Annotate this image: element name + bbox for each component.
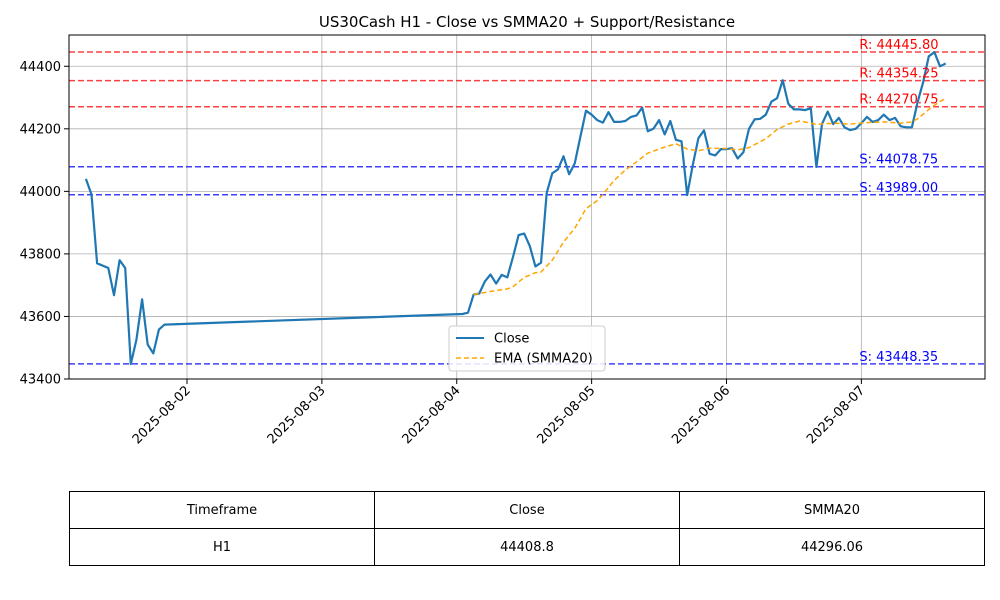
- x-tick-label: 2025-08-03: [265, 383, 329, 447]
- table-header-row: Timeframe Close SMMA20: [69, 491, 985, 529]
- support-resistance-lines: [69, 51, 985, 365]
- legend-ema-label: EMA (SMMA20): [494, 352, 593, 367]
- close-series-line: [84, 51, 947, 366]
- table-cell: 44296.06: [679, 528, 985, 566]
- series: [84, 51, 947, 366]
- support-label: S: 44078.75: [859, 153, 938, 168]
- legend: Close EMA (SMMA20): [448, 325, 606, 372]
- plot-frame: [68, 34, 986, 380]
- chart: US30Cash H1 - Close vs SMMA20 + Support/…: [20, 13, 986, 447]
- x-tick-label: 2025-08-04: [400, 383, 464, 447]
- table-row: H1 44408.8 44296.06: [69, 528, 985, 566]
- x-axis: 2025-08-02 2025-08-03 2025-08-04 2025-08-05…: [130, 379, 868, 447]
- table-header-cell: Close: [374, 491, 680, 529]
- y-tick-label: 44400: [20, 60, 61, 75]
- table-cell: 44408.8: [374, 528, 680, 566]
- table-cell: H1: [69, 528, 375, 566]
- x-tick-label: 2025-08-07: [804, 383, 868, 447]
- table-header-cell: SMMA20: [679, 491, 985, 529]
- resistance-label: R: 44354.25: [859, 67, 938, 82]
- x-tick-label: 2025-08-05: [534, 383, 598, 447]
- ema-series-line: [473, 98, 947, 296]
- y-tick-label: 44200: [20, 122, 61, 137]
- y-tick-label: 43400: [20, 373, 61, 388]
- summary-table: Timeframe Close SMMA20 H1 44408.8 44296.…: [69, 491, 985, 566]
- support-label: S: 43989.00: [859, 181, 938, 196]
- support-label: S: 43448.35: [859, 350, 938, 365]
- chart-title: US30Cash H1 - Close vs SMMA20 + Support/…: [319, 13, 735, 31]
- table-header-cell: Timeframe: [69, 491, 375, 529]
- x-tick-label: 2025-08-02: [130, 383, 194, 447]
- level-labels: R: 44445.80 R: 44354.25 R: 44270.75 S: 4407…: [859, 38, 938, 365]
- y-tick-label: 44000: [20, 185, 61, 200]
- resistance-label: R: 44445.80: [859, 38, 938, 53]
- y-tick-label: 43600: [20, 310, 61, 325]
- resistance-label: R: 44270.75: [859, 93, 938, 108]
- legend-close-label: Close: [494, 332, 529, 347]
- legend-box: [448, 325, 606, 372]
- y-tick-label: 43800: [20, 247, 61, 262]
- x-tick-label: 2025-08-06: [669, 383, 733, 447]
- y-axis: 43400 43600 43800 44000 44200 44400: [20, 60, 69, 388]
